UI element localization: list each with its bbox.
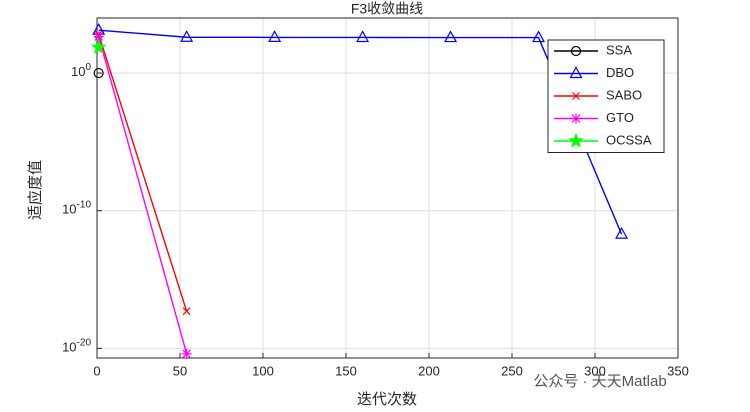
x-tick-label: 350 bbox=[667, 363, 689, 378]
marker bbox=[570, 45, 582, 57]
x-tick-label: 150 bbox=[335, 363, 357, 378]
marker bbox=[568, 132, 584, 148]
marker bbox=[93, 31, 104, 42]
legend-label: SABO bbox=[606, 87, 642, 102]
marker bbox=[90, 38, 107, 54]
marker bbox=[572, 92, 580, 100]
series-line bbox=[97, 34, 188, 312]
marker bbox=[356, 30, 370, 43]
x-tick-label: 300 bbox=[584, 363, 606, 378]
legend-label: DBO bbox=[606, 65, 634, 80]
chart-title: F3收敛曲线 bbox=[351, 1, 423, 17]
x-tick-label: 250 bbox=[501, 363, 523, 378]
x-tick-label: 100 bbox=[252, 363, 274, 378]
x-axis-label: 迭代次数 bbox=[357, 391, 417, 408]
marker bbox=[180, 29, 194, 42]
x-tick-label: 50 bbox=[173, 363, 187, 378]
x-tick-label: 0 bbox=[93, 363, 100, 378]
marker bbox=[532, 30, 546, 43]
marker bbox=[444, 30, 458, 43]
marker bbox=[571, 113, 581, 124]
legend-label: GTO bbox=[606, 110, 634, 125]
x-tick-label: 200 bbox=[418, 363, 440, 378]
legend-label: SSA bbox=[606, 42, 632, 57]
marker bbox=[93, 67, 104, 79]
y-axis-label: 适应度值 bbox=[26, 160, 44, 220]
watermark: 公众号 · 天天Matlab bbox=[533, 373, 666, 390]
y-tick-label: 10-10 bbox=[62, 199, 91, 217]
marker bbox=[569, 66, 583, 79]
marker bbox=[182, 307, 191, 316]
series-line bbox=[97, 36, 188, 355]
series-line bbox=[98, 29, 623, 235]
marker bbox=[268, 30, 282, 42]
marker bbox=[181, 348, 192, 359]
plot-frame bbox=[96, 17, 679, 359]
legend-label: OCSSA bbox=[606, 132, 652, 147]
marker bbox=[615, 226, 629, 239]
y-tick-label: 10-20 bbox=[62, 337, 91, 355]
y-tick-label: 100 bbox=[71, 62, 91, 80]
